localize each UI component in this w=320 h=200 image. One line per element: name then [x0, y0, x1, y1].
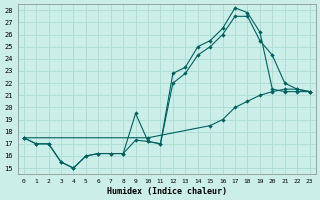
X-axis label: Humidex (Indice chaleur): Humidex (Indice chaleur): [107, 187, 227, 196]
